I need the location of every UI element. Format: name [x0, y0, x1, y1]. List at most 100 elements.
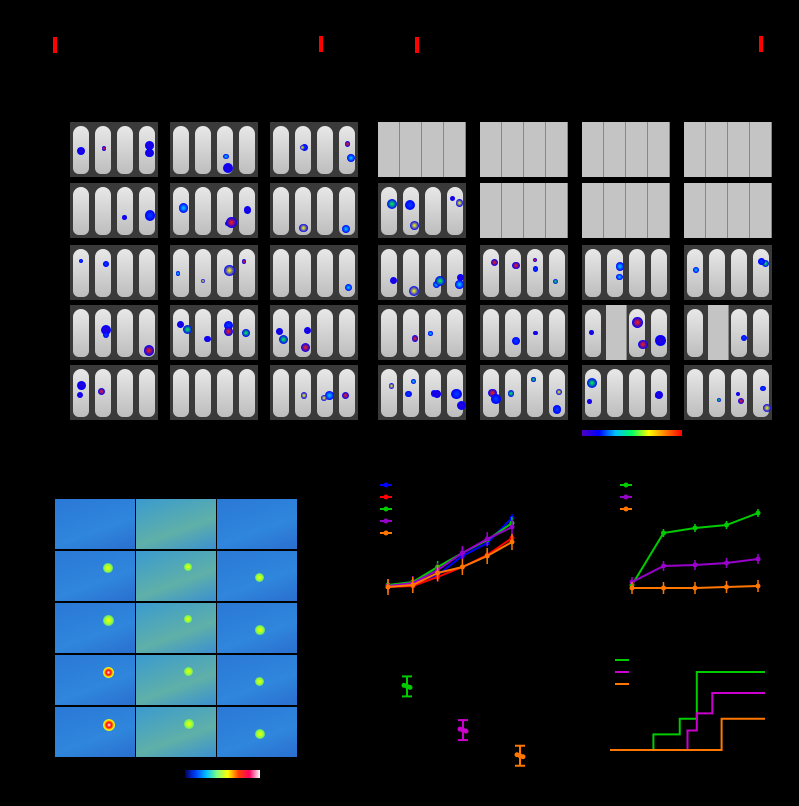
signal-spot — [456, 400, 466, 411]
signal-spot — [102, 331, 110, 339]
data-point — [755, 510, 761, 516]
mouse-image — [549, 249, 565, 297]
signal-spot — [449, 195, 455, 201]
placeholder-slot — [582, 122, 604, 177]
mouse-image — [273, 249, 289, 297]
signal-spot — [321, 395, 327, 402]
mouse-image — [753, 249, 769, 297]
imaging-panel-right — [480, 305, 568, 360]
data-point — [459, 564, 465, 570]
mouse-image — [687, 249, 703, 297]
signal-spot — [101, 325, 112, 336]
signal-spot — [103, 261, 109, 267]
mouse-image — [295, 249, 311, 297]
signal-spot — [97, 387, 106, 396]
panel-marker-c — [415, 37, 419, 53]
step-line — [610, 692, 765, 751]
panel-marker-a — [53, 37, 57, 53]
data-point — [459, 550, 465, 556]
signal-spot — [405, 390, 412, 398]
signal-spot — [345, 284, 353, 292]
thermal-image — [55, 499, 135, 549]
legend-marker — [383, 506, 389, 512]
mouse-image — [403, 309, 419, 357]
signal-spot — [175, 271, 181, 276]
signal-spot — [243, 205, 252, 214]
growth-line-chart — [380, 482, 515, 595]
signal-spot — [655, 335, 666, 346]
imaging-panel-left — [170, 245, 258, 300]
signal-spot — [762, 403, 771, 412]
mouse-image — [527, 369, 543, 417]
signal-spot — [344, 141, 351, 147]
panel-marker-d — [759, 36, 763, 52]
group-scatter-chart — [401, 675, 526, 767]
legend-marker — [623, 482, 629, 488]
mouse-image — [95, 249, 111, 297]
mouse-image — [731, 249, 747, 297]
signal-spot — [144, 141, 154, 150]
imaging-panel-left — [170, 365, 258, 420]
mouse-image — [217, 126, 233, 174]
mouse-image — [117, 249, 133, 297]
data-point — [385, 584, 391, 590]
bioluminescence-colorbar — [582, 430, 682, 436]
response-line-chart — [620, 482, 761, 594]
mouse-image — [483, 309, 499, 357]
mouse-image — [239, 369, 255, 417]
signal-spot — [223, 327, 233, 336]
signal-spot — [532, 330, 538, 336]
signal-spot — [388, 383, 395, 389]
signal-spot — [304, 327, 312, 335]
signal-spot — [455, 280, 464, 290]
placeholder-slot — [422, 122, 444, 177]
step-survival-chart — [610, 659, 765, 751]
mouse-image — [687, 309, 703, 357]
thermal-image — [55, 551, 135, 601]
mouse-image — [195, 126, 211, 174]
series-line — [387, 541, 513, 588]
signal-spot — [433, 389, 442, 398]
data-point — [435, 570, 441, 576]
mouse-image — [731, 309, 747, 357]
data-point — [661, 563, 666, 569]
legend-marker — [383, 530, 389, 536]
signal-spot — [456, 273, 464, 281]
data-point — [484, 536, 490, 542]
thermal-image — [55, 707, 135, 757]
mouse-image — [139, 249, 155, 297]
signal-spot — [300, 342, 310, 353]
data-point — [755, 583, 761, 589]
signal-spot — [405, 199, 416, 210]
placeholder-slot — [582, 183, 604, 238]
imaging-panel-left — [170, 122, 258, 177]
mouse-image — [709, 249, 725, 297]
signal-spot — [223, 154, 229, 160]
placeholder-slot — [708, 305, 729, 360]
imaging-panel-right — [582, 245, 670, 300]
imaging-panel-right — [480, 245, 568, 300]
imaging-panel-right — [480, 183, 568, 238]
placeholder-slot — [728, 122, 750, 177]
mouse-image — [381, 309, 397, 357]
data-point — [509, 539, 515, 545]
imaging-panel-left — [270, 183, 358, 238]
mouse-image — [527, 249, 543, 297]
signal-spot — [616, 274, 623, 281]
imaging-panel-right — [378, 365, 466, 420]
placeholder-slot — [400, 122, 422, 177]
thermal-colorbar — [185, 770, 260, 778]
mouse-image — [139, 309, 155, 357]
mouse-image — [317, 126, 333, 174]
mouse-image — [425, 309, 441, 357]
data-point — [410, 582, 416, 588]
data-point — [661, 530, 666, 536]
signal-spot — [299, 144, 305, 150]
panel-marker-b — [319, 36, 323, 52]
mouse-image — [403, 249, 419, 297]
signal-spot — [693, 266, 699, 273]
imaging-panel-left — [170, 305, 258, 360]
signal-spot — [101, 146, 107, 151]
placeholder-slot — [626, 183, 648, 238]
signal-spot — [341, 224, 350, 233]
